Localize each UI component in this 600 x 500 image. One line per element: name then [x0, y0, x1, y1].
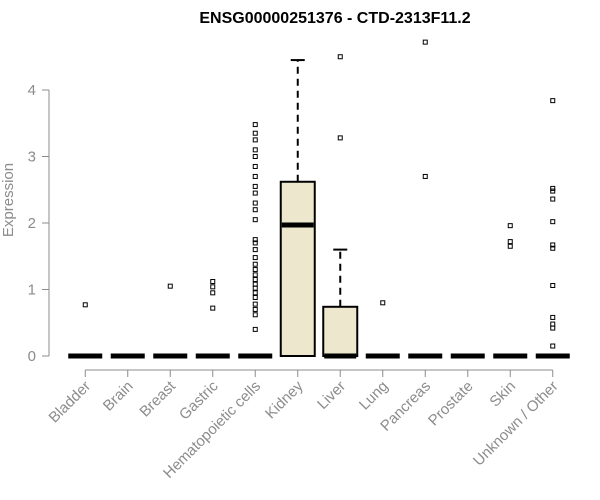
outlier-point [252, 272, 258, 278]
outlier-point [252, 207, 258, 213]
outlier-point [252, 326, 258, 332]
outlier-point [422, 173, 428, 179]
outlier-point [82, 302, 88, 308]
outlier-point [550, 196, 556, 202]
outlier-point [167, 283, 173, 289]
box-group [68, 302, 103, 359]
box-group [279, 59, 316, 357]
outlier-point [252, 154, 258, 159]
outlier-point [210, 284, 216, 290]
outlier-point [550, 242, 556, 248]
outlier-point [252, 261, 258, 267]
outlier-point [252, 183, 258, 189]
box-group [535, 98, 570, 359]
outlier-point [252, 247, 258, 253]
outlier-point [550, 98, 556, 104]
x-tick-label: Brain [100, 378, 137, 415]
outlier-point [252, 290, 258, 296]
outlier-point [550, 219, 556, 225]
outlier-point [252, 255, 258, 261]
outlier-point [252, 130, 258, 136]
box-group [408, 39, 443, 359]
outlier-point [252, 122, 258, 128]
outlier-point [252, 163, 258, 169]
outlier-point [252, 267, 258, 273]
y-axis-label: Expression [0, 163, 17, 237]
outlier-point [550, 188, 556, 194]
y-tick-label: 2 [28, 215, 36, 232]
outlier-point [252, 137, 258, 143]
outlier-point [550, 283, 556, 289]
box-group [493, 223, 528, 359]
outlier-point [252, 294, 258, 300]
x-tick-label: Lung [356, 378, 392, 414]
y-tick-label: 3 [28, 149, 36, 166]
outlier-point [337, 135, 343, 141]
x-tick-label: Kidney [262, 377, 307, 422]
y-tick-label: 1 [28, 282, 36, 299]
outlier-point [550, 314, 556, 320]
outlier-point [337, 54, 343, 60]
box-group [195, 279, 230, 359]
outlier-point [252, 147, 258, 153]
x-tick-label: Prostate [425, 378, 477, 430]
x-tick-label: Bladder [45, 378, 94, 427]
outlier-point [252, 301, 258, 307]
x-tick-label: Breast [136, 377, 179, 420]
outlier-point [422, 39, 428, 45]
outlier-point [252, 237, 258, 243]
y-axis: 0 1 2 3 4 [28, 82, 50, 365]
outlier-point [252, 277, 258, 283]
box-group [322, 54, 359, 359]
outlier-point [252, 281, 258, 287]
box-iqr [322, 305, 359, 358]
box-group [153, 283, 188, 359]
outlier-point [507, 239, 513, 245]
outlier-point [380, 300, 386, 306]
outlier-point [550, 343, 556, 349]
outlier-point [252, 173, 258, 179]
outlier-point [550, 325, 556, 331]
outlier-point [252, 240, 258, 246]
box-group [365, 300, 400, 359]
x-tick-label: Liver [314, 378, 349, 413]
box-groups [68, 39, 570, 359]
chart-title: ENSG00000251376 - CTD-2313F11.2 [199, 10, 470, 27]
outlier-point [252, 200, 258, 206]
y-tick-label: 4 [28, 82, 36, 99]
outlier-point [550, 321, 556, 327]
outlier-point [252, 312, 258, 318]
outlier-point [252, 285, 258, 291]
outlier-point [252, 190, 258, 196]
outlier-point [550, 185, 556, 191]
outlier-point [550, 245, 556, 251]
outlier-point [507, 243, 513, 249]
outlier-point [210, 279, 216, 285]
box-iqr [279, 180, 316, 357]
outlier-point [252, 306, 258, 312]
outlier-point [252, 217, 258, 223]
outlier-point [507, 223, 513, 229]
box-group [238, 122, 273, 359]
y-tick-label: 0 [28, 348, 36, 365]
x-tick-label: Skin [486, 378, 519, 411]
outlier-point [210, 290, 216, 296]
outlier-point [210, 305, 216, 311]
